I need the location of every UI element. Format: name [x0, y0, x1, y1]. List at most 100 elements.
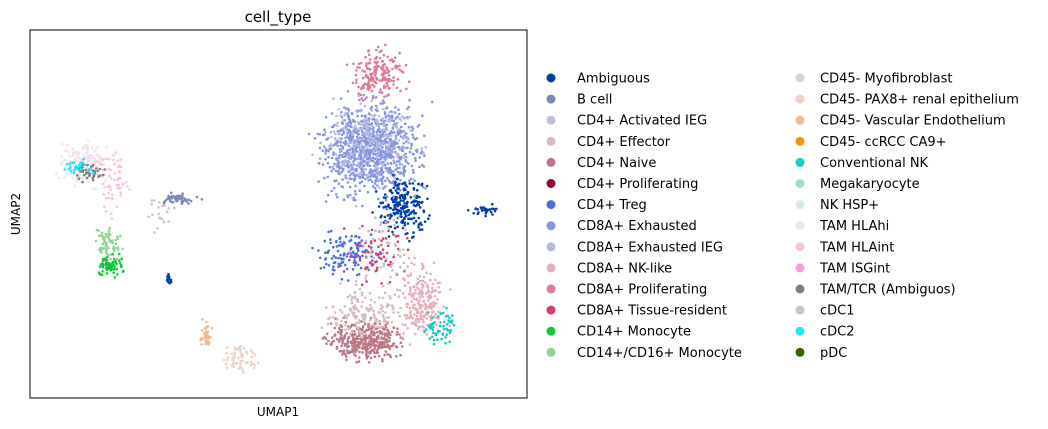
- scatter-point: [389, 355, 393, 359]
- scatter-point: [337, 256, 340, 260]
- scatter-point: [372, 129, 375, 133]
- scatter-point: [388, 295, 391, 298]
- scatter-point: [407, 281, 410, 285]
- scatter-point: [101, 270, 104, 273]
- scatter-point: [385, 119, 388, 122]
- scatter-point: [402, 168, 406, 171]
- scatter-point: [336, 139, 339, 143]
- scatter-point: [392, 159, 395, 162]
- scatter-point: [363, 322, 367, 326]
- scatter-point: [169, 280, 173, 284]
- scatter-point: [385, 107, 388, 110]
- scatter-point: [345, 177, 349, 180]
- scatter-point: [373, 187, 377, 190]
- scatter-point: [414, 156, 417, 160]
- scatter-point: [418, 195, 421, 199]
- scatter-point: [391, 268, 394, 272]
- scatter-point: [150, 202, 153, 206]
- scatter-point: [325, 332, 329, 336]
- scatter-point: [345, 358, 348, 362]
- scatter-point: [342, 316, 346, 320]
- scatter-point: [364, 73, 368, 77]
- scatter-point: [378, 56, 382, 60]
- scatter-point: [354, 340, 358, 344]
- scatter-point: [346, 155, 349, 158]
- scatter-point: [371, 137, 374, 140]
- scatter-point: [399, 341, 403, 345]
- scatter-point: [180, 196, 184, 200]
- scatter-point: [424, 187, 427, 190]
- legend-label: pDC: [820, 346, 847, 361]
- scatter-point: [412, 188, 416, 191]
- scatter-point: [410, 300, 414, 303]
- scatter-point: [367, 112, 371, 115]
- scatter-point: [394, 168, 398, 171]
- scatter-point: [332, 261, 336, 265]
- scatter-point: [388, 347, 392, 351]
- scatter-point: [387, 150, 391, 153]
- scatter-point: [335, 245, 339, 248]
- scatter-point: [403, 268, 407, 272]
- scatter-point: [337, 169, 340, 173]
- scatter-point: [399, 178, 402, 182]
- scatter-point: [393, 56, 397, 59]
- scatter-point: [385, 68, 389, 71]
- scatter-point: [345, 142, 348, 145]
- scatter-point: [353, 304, 357, 307]
- scatter-point: [379, 251, 382, 254]
- scatter-point: [387, 304, 391, 307]
- scatter-point: [109, 268, 113, 272]
- scatter-point: [439, 312, 443, 316]
- scatter-point: [367, 245, 371, 248]
- scatter-point: [75, 180, 78, 183]
- scatter-point: [325, 148, 328, 151]
- scatter-point: [476, 208, 480, 211]
- legend-marker: [546, 242, 556, 252]
- scatter-point: [324, 152, 327, 155]
- scatter-point: [407, 162, 410, 165]
- scatter-point: [388, 133, 391, 136]
- scatter-point: [349, 177, 353, 181]
- scatter-point: [414, 307, 418, 310]
- scatter-point: [359, 102, 363, 105]
- scatter-point: [379, 135, 383, 138]
- scatter-point: [432, 342, 436, 346]
- scatter-point: [349, 125, 352, 128]
- scatter-point: [246, 352, 249, 355]
- scatter-point: [107, 157, 111, 161]
- scatter-point: [408, 290, 412, 294]
- scatter-point: [351, 347, 354, 350]
- scatter-point: [94, 239, 98, 243]
- scatter-point: [389, 162, 393, 166]
- scatter-point: [384, 319, 387, 323]
- scatter-point: [345, 151, 348, 154]
- legend-marker: [546, 347, 556, 357]
- scatter-point: [417, 320, 421, 324]
- scatter-point: [408, 306, 412, 310]
- scatter-point: [364, 55, 367, 59]
- scatter-point: [330, 112, 334, 115]
- legend-marker: [546, 136, 556, 146]
- scatter-point: [355, 138, 358, 141]
- scatter-point: [402, 146, 406, 149]
- scatter-point: [341, 340, 345, 343]
- scatter-point: [102, 264, 105, 267]
- legend-label: CD45- PAX8+ renal epithelium: [820, 93, 1019, 108]
- scatter-point: [421, 318, 425, 321]
- scatter-point: [334, 323, 338, 326]
- scatter-point: [340, 133, 344, 137]
- scatter-point: [72, 171, 76, 174]
- scatter-point: [365, 96, 368, 99]
- scatter-point: [350, 172, 353, 175]
- scatter-point: [115, 268, 119, 271]
- legend-marker: [546, 115, 556, 125]
- scatter-point: [385, 251, 389, 255]
- scatter-point: [151, 213, 154, 217]
- scatter-point: [348, 174, 352, 177]
- scatter-point: [379, 161, 382, 164]
- scatter-point: [382, 53, 386, 57]
- scatter-point: [429, 318, 432, 322]
- scatter-point: [367, 268, 370, 272]
- scatter-point: [249, 360, 253, 364]
- scatter-point: [426, 311, 430, 314]
